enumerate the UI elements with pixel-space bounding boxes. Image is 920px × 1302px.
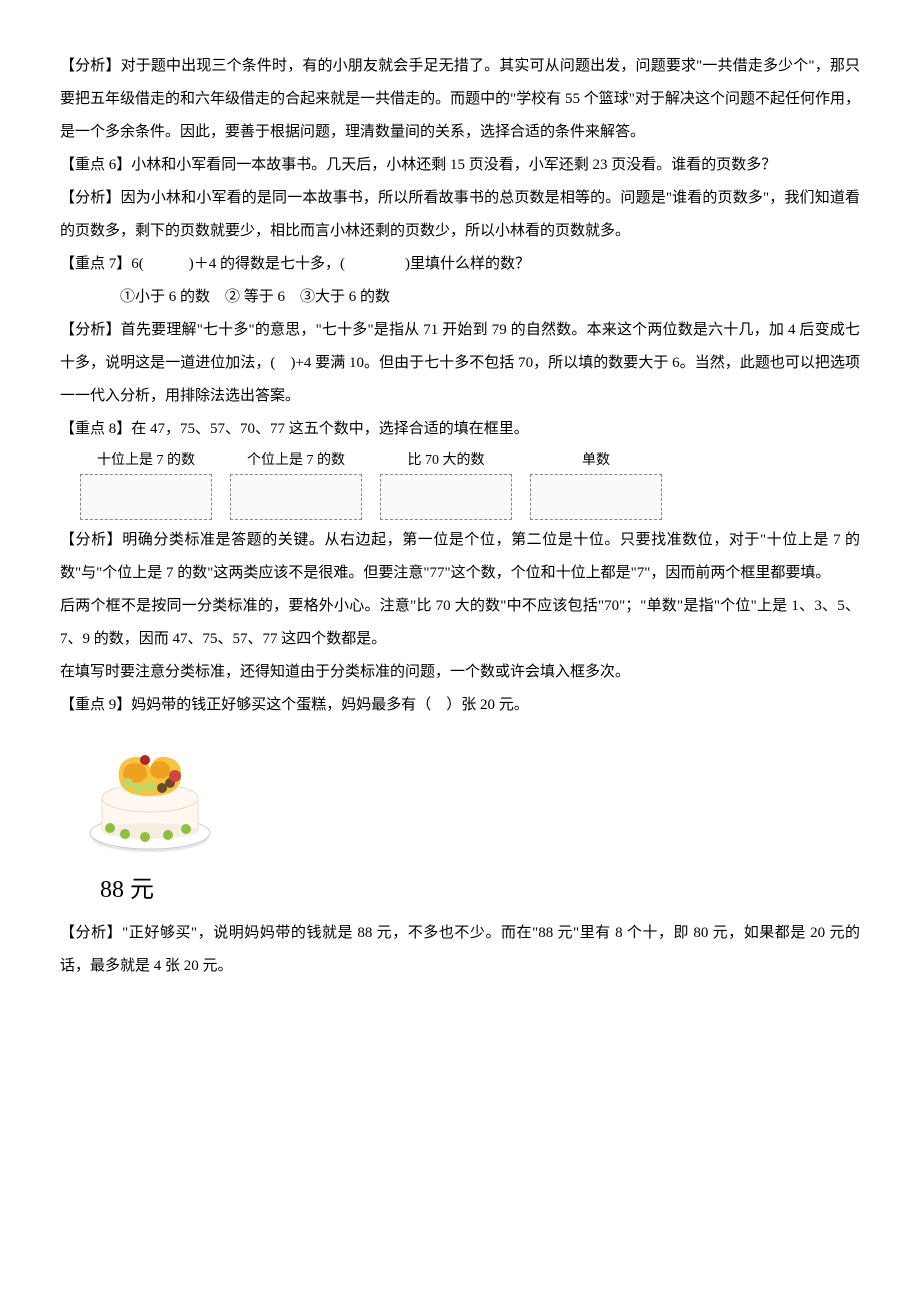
box-label: 单数 [582, 450, 610, 472]
analysis-paragraph: 在填写时要注意分类标准，还得知道由于分类标准的问题，一个数或许会填入框多次。 [60, 656, 860, 689]
box-label: 个位上是 7 的数 [247, 450, 345, 472]
cake-image: 88 元 [80, 728, 860, 917]
analysis-paragraph: 后两个框不是按同一分类标准的，要格外小心。注意"比 70 大的数"中不应该包括"… [60, 590, 860, 656]
box-label: 比 70 大的数 [408, 450, 485, 472]
box-group: 比 70 大的数 [380, 450, 512, 520]
answer-box[interactable] [530, 474, 662, 520]
keypoint-6: 【重点 6】小林和小军看同一本故事书。几天后，小林还剩 15 页没看，小军还剩 … [60, 149, 860, 182]
answer-box[interactable] [80, 474, 212, 520]
analysis-paragraph: 【分析】明确分类标准是答题的关键。从右边起，第一位是个位，第二位是十位。只要找准… [60, 524, 860, 590]
cake-svg [80, 728, 220, 858]
keypoint-9: 【重点 9】妈妈带的钱正好够买这个蛋糕，妈妈最多有（ ）张 20 元。 [60, 689, 860, 722]
classification-boxes: 十位上是 7 的数 个位上是 7 的数 比 70 大的数 单数 [80, 450, 860, 520]
cake-price: 88 元 [100, 864, 860, 917]
analysis-paragraph: 【分析】首先要理解"七十多"的意思，"七十多"是指从 71 开始到 79 的自然… [60, 314, 860, 413]
analysis-paragraph: 【分析】"正好够买"，说明妈妈带的钱就是 88 元，不多也不少。而在"88 元"… [60, 917, 860, 983]
keypoint-8: 【重点 8】在 47，75、57、70、77 这五个数中，选择合适的填在框里。 [60, 413, 860, 446]
analysis-paragraph: 【分析】对于题中出现三个条件时，有的小朋友就会手足无措了。其实可从问题出发，问题… [60, 50, 860, 149]
box-group: 单数 [530, 450, 662, 520]
analysis-paragraph: 【分析】因为小林和小军看的是同一本故事书，所以所看故事书的总页数是相等的。问题是… [60, 182, 860, 248]
answer-box[interactable] [230, 474, 362, 520]
box-group: 十位上是 7 的数 [80, 450, 212, 520]
box-label: 十位上是 7 的数 [97, 450, 195, 472]
keypoint-7: 【重点 7】6( )＋4 的得数是七十多，( )里填什么样的数？ [60, 248, 860, 281]
options-line: ①小于 6 的数 ② 等于 6 ③大于 6 的数 [60, 281, 860, 314]
answer-box[interactable] [380, 474, 512, 520]
box-group: 个位上是 7 的数 [230, 450, 362, 520]
